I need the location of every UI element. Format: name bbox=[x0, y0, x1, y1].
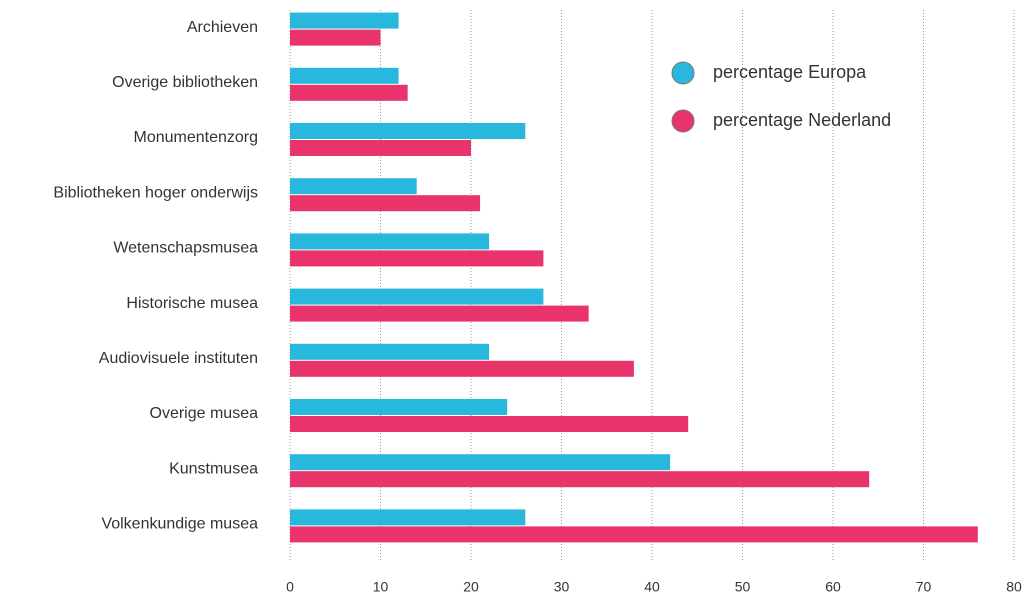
legend-marker bbox=[671, 109, 695, 133]
bar bbox=[290, 12, 399, 29]
bar bbox=[290, 399, 508, 415]
x-tick-label: 0 bbox=[286, 579, 294, 595]
bar bbox=[290, 140, 471, 156]
bar bbox=[290, 471, 870, 488]
x-tick-label: 60 bbox=[825, 579, 841, 595]
x-tick-label: 30 bbox=[554, 579, 570, 595]
x-tick-label: 50 bbox=[735, 579, 751, 595]
bar bbox=[290, 84, 408, 101]
legend-label: percentage Nederland bbox=[713, 110, 891, 130]
bar bbox=[290, 454, 671, 471]
y-tick-label: Historische musea bbox=[126, 295, 258, 312]
x-tick-label: 10 bbox=[373, 579, 389, 595]
x-tick-label: 40 bbox=[644, 579, 660, 595]
y-tick-label: Bibliotheken hoger onderwijs bbox=[53, 184, 258, 201]
bar bbox=[290, 195, 481, 212]
legend-label: percentage Europa bbox=[713, 62, 867, 82]
y-tick-label: Volkenkundige musea bbox=[101, 516, 258, 533]
y-tick-label: Overige bibliotheken bbox=[112, 74, 258, 91]
bar bbox=[290, 288, 544, 305]
bar bbox=[290, 416, 689, 432]
bar bbox=[290, 178, 417, 195]
bar bbox=[290, 526, 978, 543]
x-tick-label: 20 bbox=[463, 579, 479, 595]
x-tick-label: 80 bbox=[1006, 579, 1022, 595]
bar bbox=[290, 360, 634, 377]
y-tick-label: Overige musea bbox=[150, 405, 259, 422]
bar bbox=[290, 343, 490, 360]
y-tick-label: Archieven bbox=[187, 19, 258, 36]
legend-marker bbox=[671, 61, 695, 85]
y-tick-label: Monumentenzorg bbox=[133, 129, 258, 146]
bar bbox=[290, 233, 490, 250]
y-tick-label: Audiovisuele instituten bbox=[99, 350, 258, 367]
y-tick-label: Wetenschapsmusea bbox=[113, 240, 258, 257]
bar bbox=[290, 29, 381, 46]
bar bbox=[290, 123, 526, 139]
x-tick-label: 70 bbox=[916, 579, 932, 595]
y-tick-label: Kunstmusea bbox=[169, 460, 258, 477]
bar bbox=[290, 250, 544, 267]
bar bbox=[290, 509, 526, 526]
bar bbox=[290, 305, 589, 322]
bar bbox=[290, 67, 399, 84]
